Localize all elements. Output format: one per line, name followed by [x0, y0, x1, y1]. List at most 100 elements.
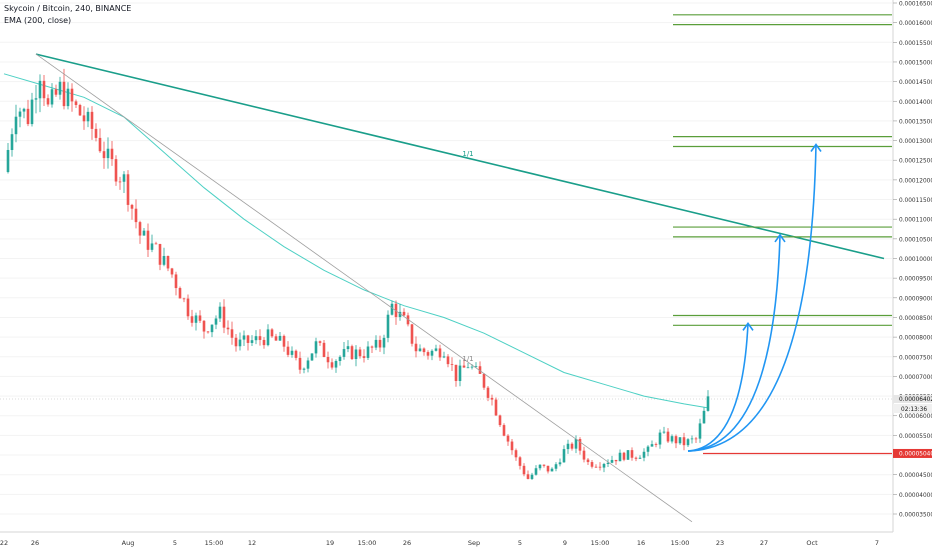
forecast-arrows[interactable] [687, 143, 822, 452]
inner-downtrend-trendline[interactable] [35, 53, 693, 523]
horizontal-levels[interactable] [673, 14, 892, 455]
candle-body [410, 324, 414, 344]
trendlines[interactable] [35, 53, 885, 523]
indicator-title[interactable]: EMA (200, close) [4, 16, 72, 25]
candle-body [570, 443, 574, 449]
candle-body [602, 463, 606, 468]
price-tick-label: 0.00009000 [899, 296, 932, 302]
candle-body [182, 298, 186, 300]
candle-body [342, 349, 346, 357]
candle-body [114, 159, 118, 182]
time-tick-label: 12 [248, 539, 256, 547]
candle-body [246, 335, 250, 343]
candle-body [54, 89, 58, 95]
forecast-arrow-3[interactable] [687, 144, 817, 452]
candle-body [366, 346, 370, 358]
price-tick-label: 0.00009500 [899, 277, 932, 283]
candle-body [470, 366, 474, 368]
candle-body [594, 466, 598, 468]
forecast-arrow-2[interactable] [687, 234, 781, 452]
candle-body [34, 98, 38, 100]
candle-body [230, 329, 234, 338]
price-tick-label: 0.00011000 [899, 218, 932, 224]
candle-body [50, 89, 54, 105]
candle-body [666, 431, 670, 442]
candle-body [30, 99, 34, 125]
candle-body [682, 437, 686, 446]
candle-body [106, 148, 110, 159]
candle-body [250, 340, 254, 343]
candle-body [590, 462, 594, 467]
candle-body [238, 339, 242, 347]
candle-body [110, 148, 114, 160]
candle-body [474, 366, 478, 368]
candle-body [162, 255, 166, 265]
time-tick-label: Aug [122, 539, 135, 547]
candle-body [618, 452, 622, 462]
time-tick-label: 15:00 [205, 539, 224, 547]
time-axis-bg [0, 532, 932, 550]
candle-body [138, 222, 142, 236]
time-tick-label: 16 [637, 539, 645, 547]
candle-body [386, 314, 390, 338]
candle-body [202, 320, 206, 332]
candle-body [194, 315, 198, 323]
candle-body [554, 464, 558, 469]
candle-body [274, 336, 278, 341]
time-axis[interactable]: 22 26 Aug 5 15:00 12 19 15:00 26 Sep 5 9 15:00 16 15:0… [0, 531, 932, 550]
candle-body [438, 348, 442, 358]
candle-body [6, 149, 10, 173]
candle-body [614, 459, 618, 462]
time-tick-label: 5 [173, 539, 177, 547]
time-tick-label: Oct [806, 539, 818, 547]
candle-body [522, 465, 526, 475]
candle-body [510, 441, 514, 451]
candle-body [214, 318, 218, 325]
candle-body [558, 462, 562, 465]
candle-body [186, 298, 190, 317]
candle-body [654, 444, 658, 445]
candle-body [258, 336, 262, 340]
candle-body [606, 462, 610, 464]
candle-body [390, 303, 394, 315]
candle-body [358, 349, 362, 357]
candle-body [58, 81, 62, 95]
candle-body [242, 335, 246, 340]
candle-body [706, 396, 710, 411]
candle-body [482, 373, 486, 388]
candle-body [334, 361, 338, 368]
main-downtrend-trendline[interactable] [35, 53, 885, 260]
candle-body [566, 443, 570, 450]
candle-body [514, 450, 518, 458]
forecast-arrow-1[interactable] [687, 323, 749, 452]
candle-body [478, 366, 482, 374]
candle-body [526, 474, 530, 479]
candle-body [370, 346, 374, 348]
price-tick-label: 0.00013500 [899, 119, 932, 125]
candle-body [458, 365, 462, 382]
candle-body [422, 348, 426, 353]
candle-body [134, 208, 138, 223]
candle-body [210, 324, 214, 333]
arrow-head [774, 233, 786, 243]
candle-body [278, 335, 282, 341]
candle-body [450, 364, 454, 365]
price-tick-label: 0.00016500 [899, 2, 932, 8]
candle-body [198, 315, 202, 321]
current-price-label: 0.00006402 [899, 397, 932, 403]
price-tick-label: 0.00010500 [899, 237, 932, 243]
price-axis[interactable]: 0.00016500 0.00016000 0.00015500 0.00015000… [892, 0, 932, 550]
candle-body [130, 204, 134, 209]
grid [0, 2, 892, 515]
candle-body [294, 350, 298, 358]
symbol-title[interactable]: Skycoin / Bitcoin, 240, BINANCE [4, 4, 132, 13]
candle-body [582, 450, 586, 460]
countdown-tag [893, 404, 932, 413]
candle-body [66, 88, 70, 107]
candle-body [254, 336, 258, 341]
candle-body [326, 356, 330, 363]
candle-body [490, 397, 494, 400]
candle-body [646, 446, 650, 452]
candle-body [178, 288, 182, 299]
